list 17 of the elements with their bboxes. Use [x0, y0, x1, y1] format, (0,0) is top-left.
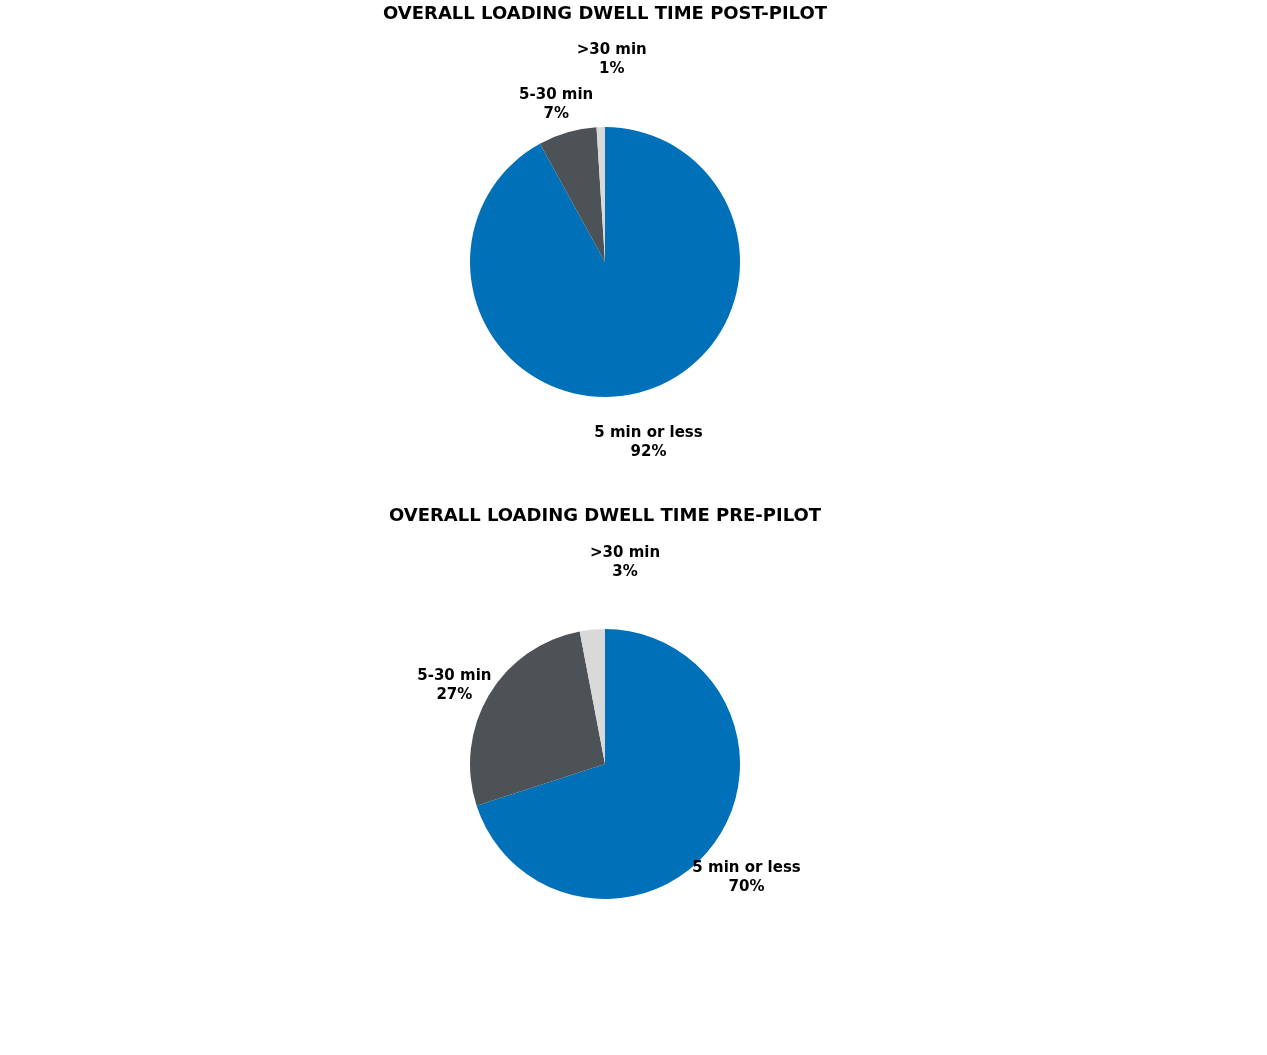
pie-slice	[470, 127, 740, 397]
pie-slice	[579, 629, 605, 764]
slice-label: 5 min or less	[594, 422, 703, 441]
data-label: 27%	[436, 684, 473, 703]
data-label: 7%	[543, 103, 569, 122]
slice-label: >30 min	[576, 40, 647, 59]
chart-title: OVERALL LOADING DWELL TIME PRE-PILOT	[388, 504, 822, 525]
data-label: 70%	[728, 876, 765, 895]
data-label: 1%	[598, 59, 625, 78]
data-label: 92%	[630, 441, 667, 460]
pie-slice	[539, 127, 605, 262]
slice-label: 5-30 min	[519, 84, 594, 103]
slice-label: >30 min	[589, 542, 661, 561]
slice-label: 5-30 min	[417, 665, 492, 684]
chart-title: OVERALL LOADING DWELL TIME POST-PILOT	[383, 2, 828, 23]
data-label: 3%	[612, 561, 638, 580]
slice-label: 5 min or less	[692, 857, 801, 876]
